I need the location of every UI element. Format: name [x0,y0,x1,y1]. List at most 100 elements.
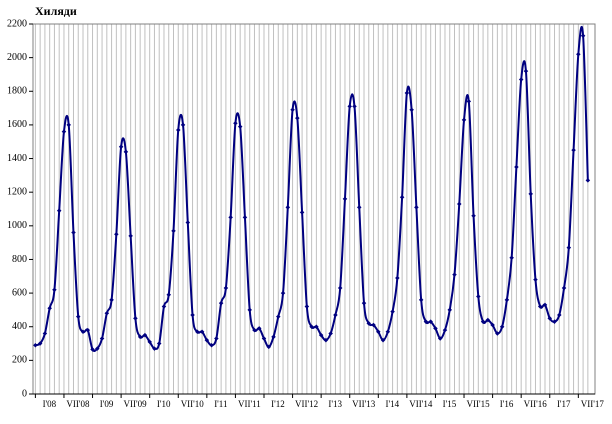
data-point [371,322,376,328]
data-point [352,104,357,109]
x-tick-label: VII'15 [466,399,490,409]
data-point [180,122,186,128]
x-tick-label: I'08 [43,399,57,409]
x-tick-label: I'10 [157,399,171,409]
data-point [99,336,105,341]
data-point [233,120,238,126]
data-point [228,215,233,220]
data-point [171,228,176,234]
data-point [75,314,81,319]
data-point [456,201,462,207]
x-tick-label: I'12 [271,399,285,409]
data-point [223,285,229,291]
data-point [571,147,576,153]
data-point [466,99,472,104]
data-point [509,255,514,261]
data-point [42,331,48,336]
data-point [242,215,248,220]
data-point [256,326,262,331]
data-point [175,127,181,133]
data-point [66,122,71,128]
data-point [209,342,214,348]
data-point [414,205,419,210]
data-point [285,205,291,210]
data-point [104,311,110,316]
data-point [499,324,505,329]
data-point [514,164,519,170]
x-tick-label: I'13 [328,399,342,409]
data-point [266,344,272,350]
data-point [247,307,252,313]
y-tick-label: 1000 [7,220,27,231]
data-point [133,316,138,321]
x-tick-label: VII'10 [181,399,205,409]
chart-title: Хиляди [35,4,77,18]
data-point [199,329,205,335]
data-point [185,220,191,225]
data-point [490,322,495,328]
data-point [518,77,524,82]
y-tick-label: 2200 [7,18,27,29]
x-tick-label: VII'13 [352,399,376,409]
x-tick-label: VII'11 [238,399,261,409]
data-point [337,285,343,291]
data-point [576,52,581,57]
data-point [118,144,124,150]
y-tick-label: 1800 [7,86,27,97]
data-point [156,341,162,346]
data-point [161,304,167,309]
data-point [61,129,67,134]
y-tick-label: 2000 [7,52,27,63]
data-point [523,68,529,74]
data-point [356,205,362,210]
data-point [557,312,562,318]
data-point [166,292,172,298]
data-point [461,117,467,123]
data-point [237,124,243,129]
data-point [366,321,372,326]
data-point [580,33,586,39]
data-point [299,210,305,215]
data-point [442,327,448,333]
data-point [114,231,119,237]
data-point [218,300,224,306]
data-point [276,314,281,319]
data-point [361,300,367,306]
data-point [323,337,329,343]
data-point [261,336,267,341]
x-tick-label: VII'09 [124,399,148,409]
data-point [147,339,152,345]
y-tick-label: 400 [12,321,27,332]
data-point [528,191,533,197]
x-tick-label: I'09 [100,399,114,409]
data-point [485,317,491,323]
data-point [128,233,133,239]
x-tick-label: I'14 [385,399,399,409]
y-tick-label: 1600 [7,119,27,130]
data-point [542,302,548,308]
data-point [418,297,424,303]
y-tick-label: 800 [12,254,27,265]
data-point [390,309,395,314]
data-point [152,346,157,351]
data-point [423,319,429,324]
data-point [318,332,324,338]
data-point [290,107,295,113]
data-point [409,107,414,113]
x-tick-label: VII'12 [295,399,318,409]
x-tick-label: I'15 [443,399,457,409]
data-point [433,326,438,331]
data-point [471,213,476,218]
data-point [447,307,453,313]
x-tick-label: I'16 [500,399,514,409]
data-point [47,305,52,311]
data-point [123,149,129,155]
data-point [476,294,481,299]
x-tick-label: VII'16 [524,399,548,409]
data-point [437,336,443,341]
y-tick-label: 600 [12,287,27,298]
x-tick-label: I'17 [557,399,571,409]
data-point [537,304,543,309]
data-point [342,196,348,202]
